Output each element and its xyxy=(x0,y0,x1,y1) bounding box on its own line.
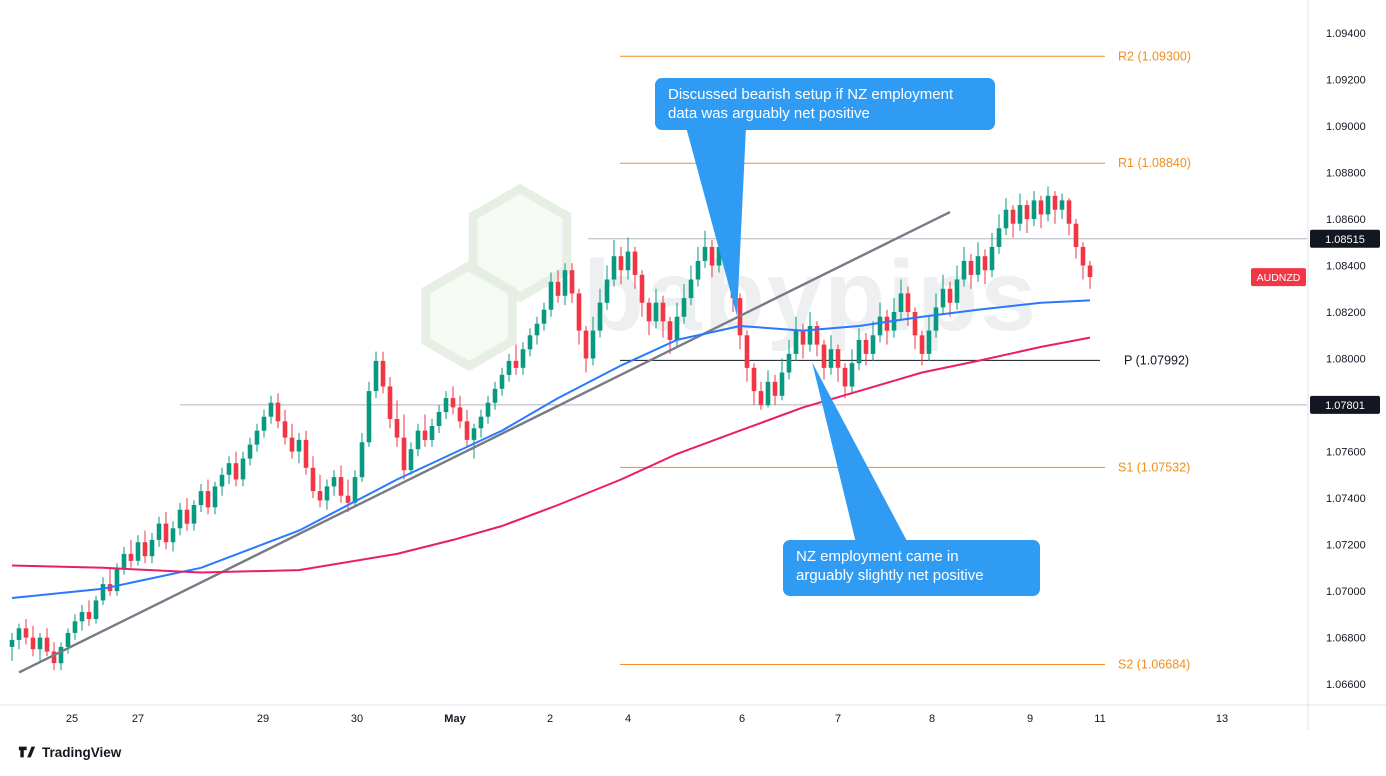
callout-text: NZ employment came in xyxy=(796,548,959,565)
time-axis-label: 9 xyxy=(1027,713,1033,725)
callout-2[interactable]: NZ employment came in arguably slightly n… xyxy=(783,362,1040,596)
time-axis-label: 7 xyxy=(835,713,841,725)
price-axis-label: 1.07200 xyxy=(1326,540,1366,552)
time-axis-label: 27 xyxy=(132,713,144,725)
callout-tail xyxy=(812,362,908,543)
time-axis-label: 29 xyxy=(257,713,269,725)
time-axis-label: 8 xyxy=(929,713,935,725)
pivot-level-label: S1 (1.07532) xyxy=(1118,460,1190,474)
callout-box[interactable] xyxy=(655,78,995,130)
time-axis-label: 2 xyxy=(547,713,553,725)
tradingview-logo[interactable]: TradingView xyxy=(18,743,121,761)
tradingview-logo-icon xyxy=(18,746,36,758)
time-axis-label: 4 xyxy=(625,713,631,725)
symbol-price-badge-text: AUDNZD xyxy=(1257,272,1301,284)
price-badges: 1.08515 1.07801 AUDNZD xyxy=(1251,229,1380,414)
pivot-level-label: P (1.07992) xyxy=(1124,353,1189,367)
pivot-level-label: R2 (1.09300) xyxy=(1118,49,1191,63)
pivot-level-label: R1 (1.08840) xyxy=(1118,156,1191,170)
time-axis-label: 11 xyxy=(1094,713,1105,725)
price-axis-label: 1.08600 xyxy=(1326,214,1366,226)
time-axis-label: 13 xyxy=(1216,713,1228,725)
callout-1[interactable]: Discussed bearish setup if NZ employment… xyxy=(655,78,995,316)
price-axis-label: 1.09400 xyxy=(1326,28,1366,40)
callout-text: Discussed bearish setup if NZ employment xyxy=(668,86,954,103)
price-axis-label: 1.07600 xyxy=(1326,447,1366,459)
trendline[interactable] xyxy=(18,210,951,674)
price-axis-label: 1.06600 xyxy=(1326,679,1366,691)
price-axis-label: 1.08000 xyxy=(1326,354,1366,366)
price-axis-label: 1.09000 xyxy=(1326,121,1366,133)
price-badge xyxy=(1310,229,1380,248)
time-axis-label: 25 xyxy=(66,713,78,725)
tradingview-logo-text: TradingView xyxy=(42,744,122,760)
price-axis-label: 1.08400 xyxy=(1326,261,1366,273)
price-axis-label: 1.09200 xyxy=(1326,75,1366,87)
price-axis-label: 1.07400 xyxy=(1326,493,1366,505)
price-axis-label: 1.08200 xyxy=(1326,307,1366,319)
babypips-watermark: babypips xyxy=(421,183,1036,372)
callout-text: arguably slightly net positive xyxy=(796,567,984,584)
callout-tail xyxy=(686,127,746,316)
ma-slow-line[interactable] xyxy=(11,336,1091,574)
callout-text: data was arguably net positive xyxy=(668,105,870,122)
pivot-level-label: S2 (1.06684) xyxy=(1118,658,1190,672)
time-axis-label: 30 xyxy=(351,713,363,725)
time-axis[interactable]: 25 27 29 30 May 2 4 6 7 8 9 11 13 xyxy=(0,704,1386,725)
callout-box[interactable] xyxy=(783,540,1040,596)
ma-fast-line[interactable] xyxy=(11,299,1091,599)
price-badge-text: 1.07801 xyxy=(1325,400,1365,412)
symbol-price-badge xyxy=(1251,268,1306,287)
candlestick-series[interactable] xyxy=(9,186,1093,671)
price-axis-label: 1.06800 xyxy=(1326,633,1366,645)
price-badge-text: 1.08515 xyxy=(1325,234,1365,246)
price-badge xyxy=(1310,395,1380,414)
price-axis-label: 1.07000 xyxy=(1326,586,1366,598)
price-axis[interactable]: 1.09400 1.09200 1.09000 1.08800 1.08600 1.084… xyxy=(1307,0,1366,730)
price-axis-label: 1.08800 xyxy=(1326,168,1366,180)
time-axis-label: May xyxy=(444,713,466,725)
time-axis-label: 6 xyxy=(739,713,745,725)
